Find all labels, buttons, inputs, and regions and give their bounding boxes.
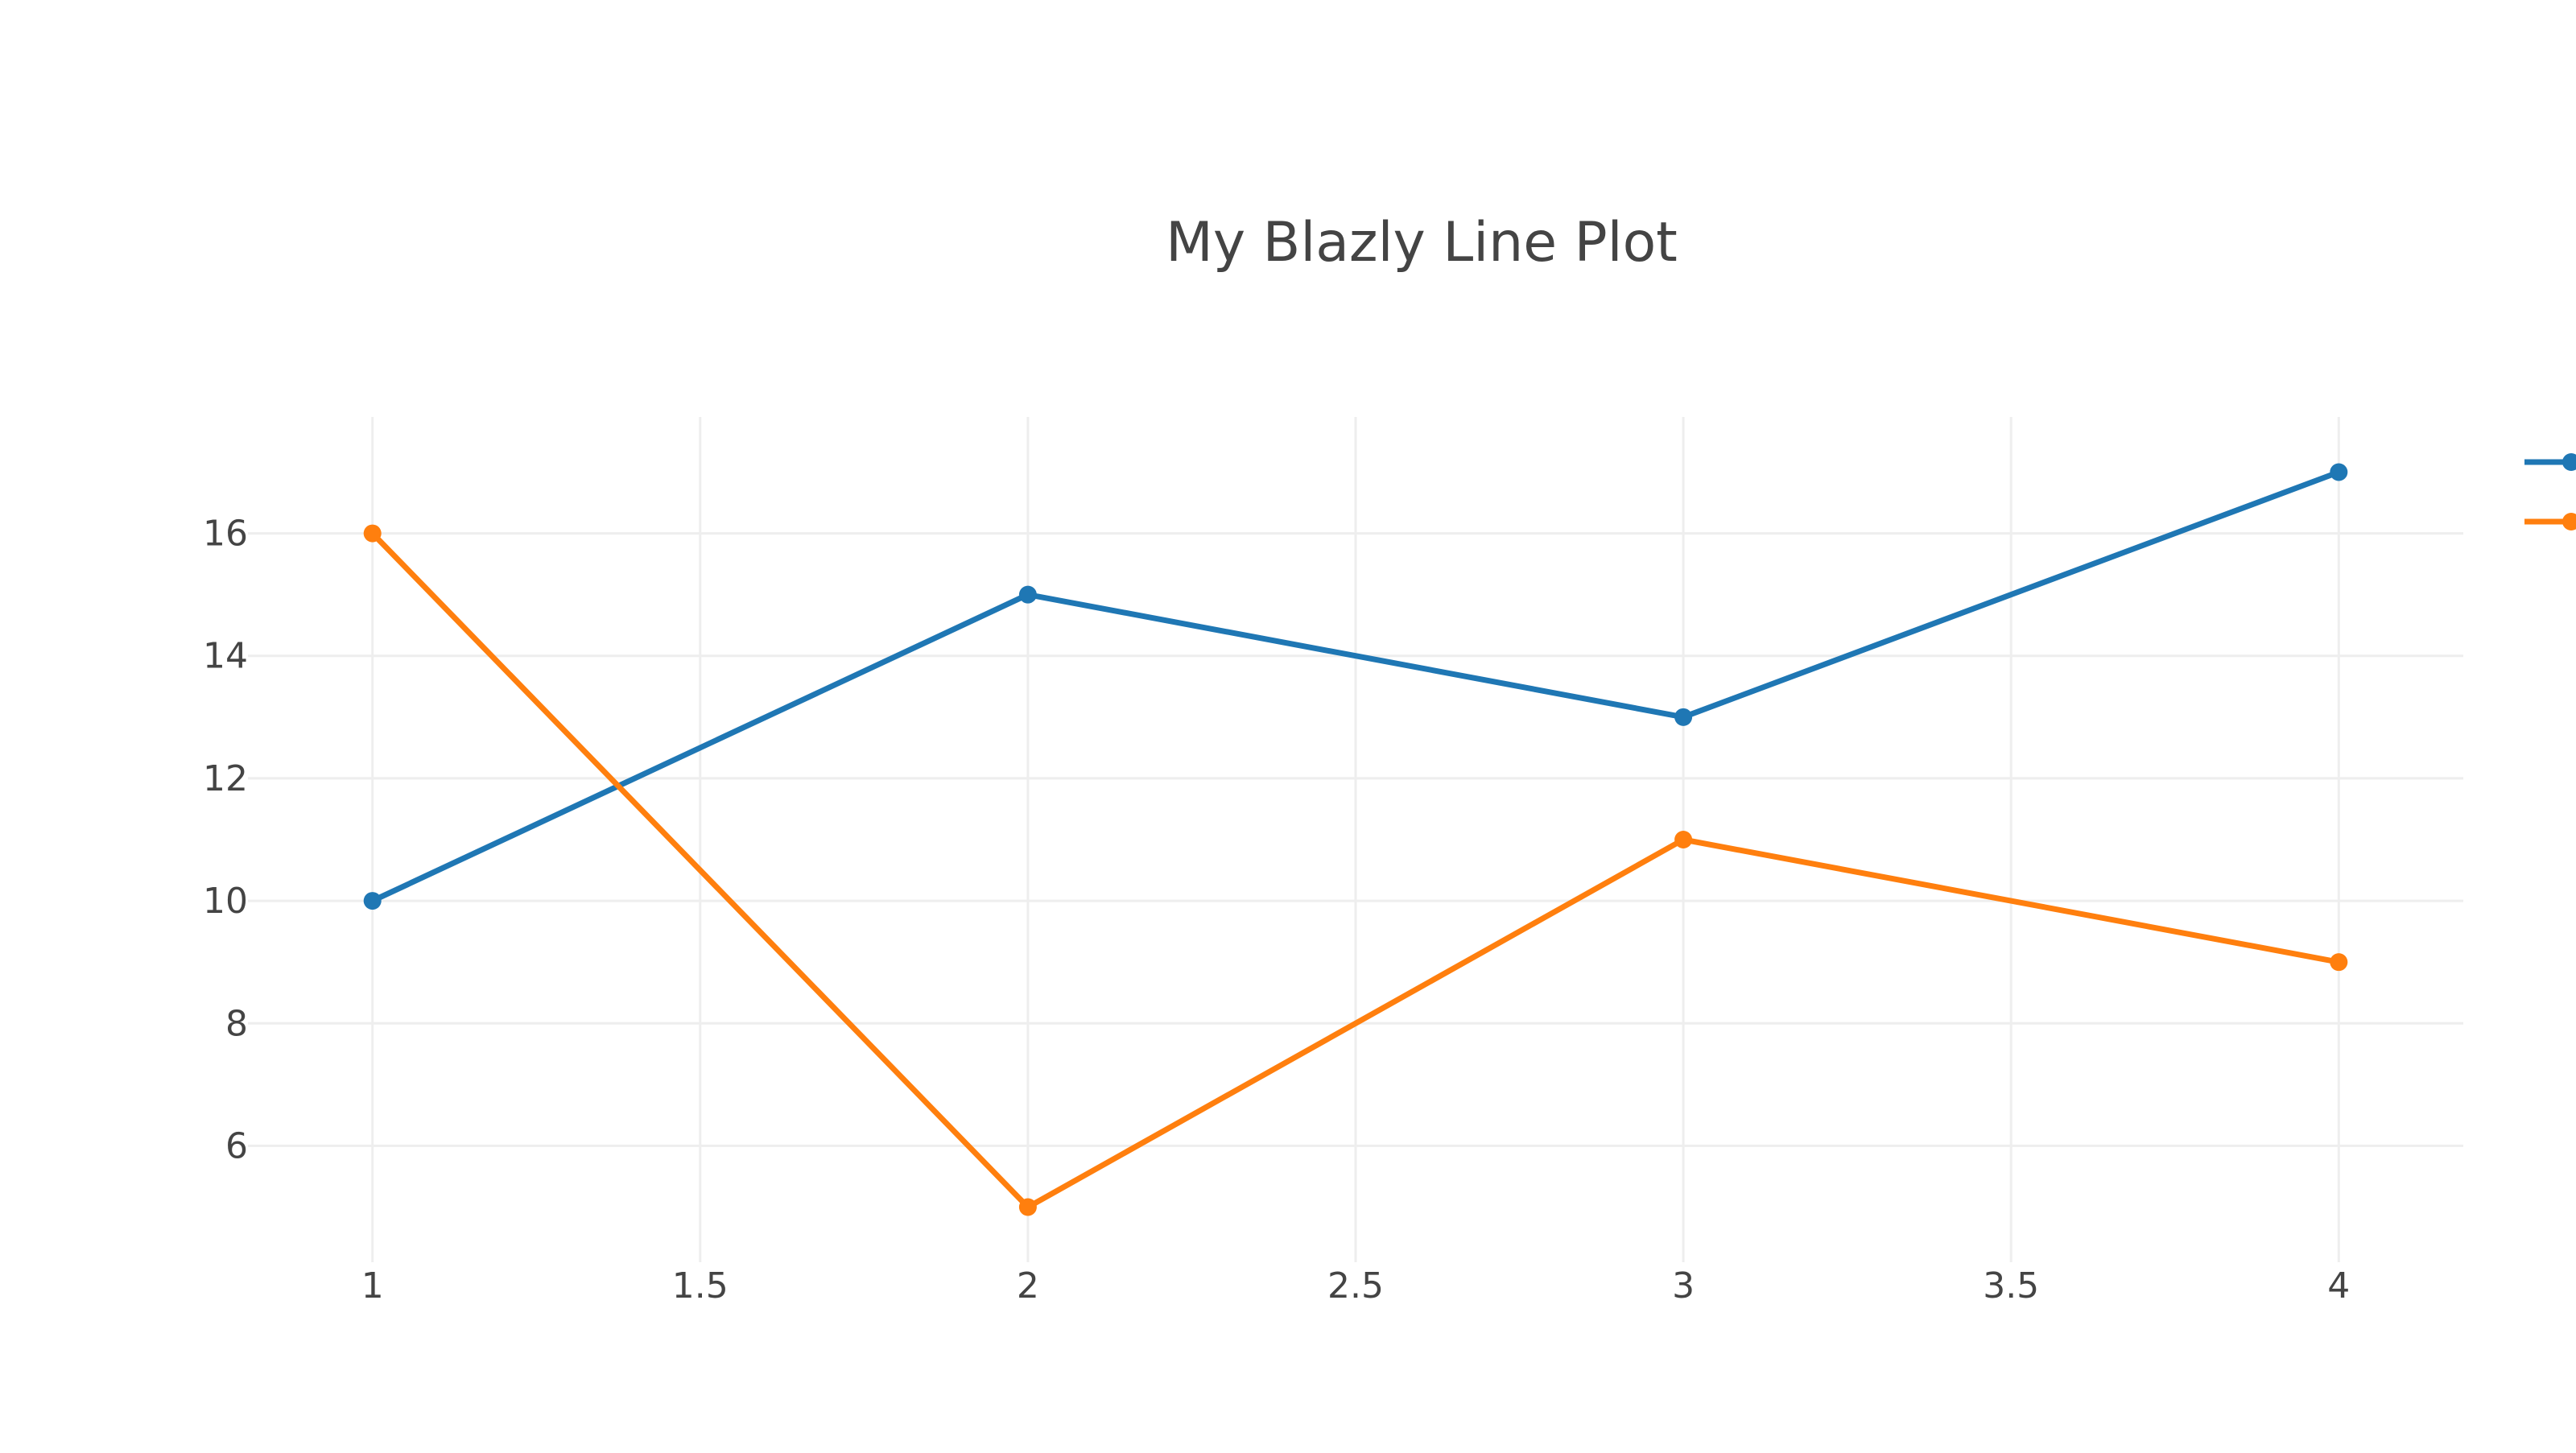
series-2-point — [1018, 1198, 1037, 1216]
series-2-point — [2330, 953, 2348, 972]
grid-layer — [248, 417, 2463, 1262]
chart-title: My Blazly Line Plot — [1166, 211, 1678, 275]
y-axis-ticks: 6 8 10 12 14 16 — [203, 514, 248, 1167]
x-tick-label: 2 — [1017, 1265, 1039, 1306]
series-2-point — [363, 524, 382, 543]
series-2-point — [1674, 831, 1693, 848]
y-tick-label: 6 — [225, 1125, 248, 1166]
x-tick-label: 4 — [2327, 1265, 2350, 1306]
y-tick-label: 16 — [203, 514, 248, 555]
series-1-point — [2330, 463, 2348, 481]
series-1-point — [363, 892, 382, 910]
x-tick-label: 3.5 — [1983, 1265, 2039, 1306]
legend-marker-series-2 — [2562, 513, 2576, 530]
x-tick-label: 1.5 — [672, 1265, 729, 1306]
series-1-point — [1018, 585, 1037, 604]
y-tick-label: 10 — [203, 881, 248, 922]
x-tick-label: 2.5 — [1327, 1265, 1384, 1306]
series-layer — [363, 463, 2348, 1216]
y-tick-label: 12 — [203, 758, 248, 799]
legend-marker-series-1 — [2562, 453, 2576, 471]
series-1-point — [1674, 708, 1693, 726]
x-tick-label: 3 — [1672, 1265, 1695, 1306]
x-axis-ticks: 1 1.5 2 2.5 3 3.5 4 — [361, 1265, 2351, 1306]
series-1-line — [369, 469, 2342, 904]
y-tick-label: 8 — [225, 1003, 248, 1044]
x-tick-label: 1 — [361, 1265, 384, 1306]
series-2-line — [369, 530, 2342, 1211]
legend[interactable] — [2524, 453, 2576, 530]
y-tick-label: 14 — [203, 636, 248, 677]
